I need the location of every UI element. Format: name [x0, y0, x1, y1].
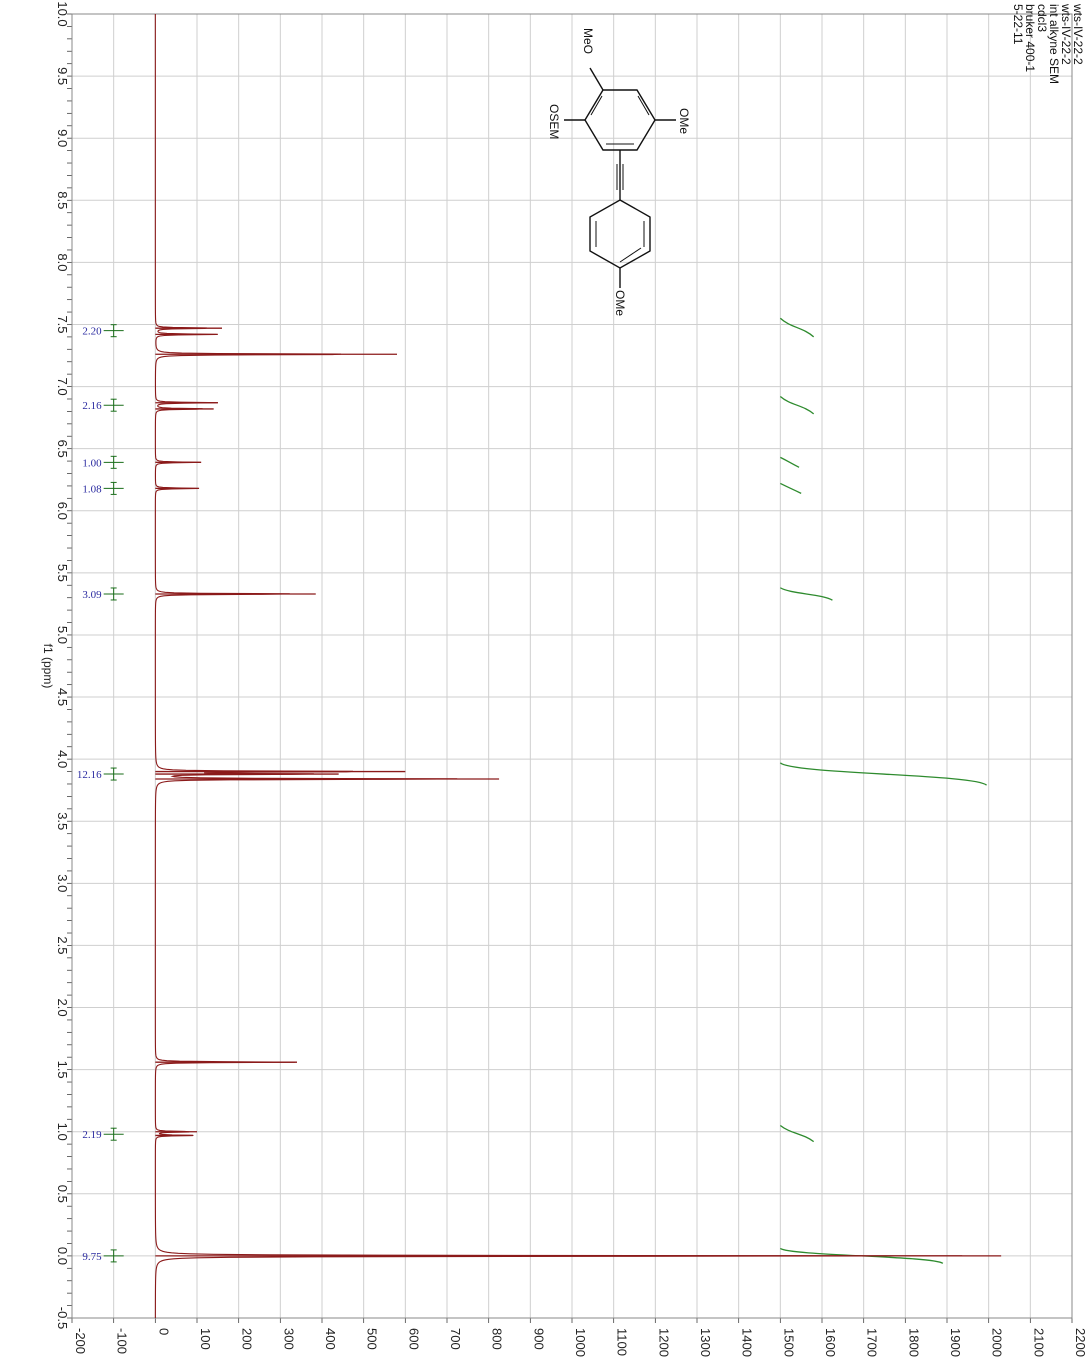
- integral-curve: [779, 762, 988, 786]
- x-tick-label: 10.0: [55, 1, 70, 26]
- y-tick-label: 2000: [990, 1328, 1005, 1357]
- y-tick-label: -100: [115, 1328, 130, 1354]
- x-tick-label: 9.0: [55, 129, 70, 147]
- y-tick-label: 1400: [740, 1328, 755, 1357]
- y-tick-label: 900: [531, 1328, 546, 1350]
- y-tick-label: 1000: [573, 1328, 588, 1357]
- integral-curves: [779, 317, 988, 1264]
- x-axis-ticks: 10.0 9.5 9.0 8.5 8.0 7.5 7.0 6.5 6.0 5.5 5.0 4.5 4.0…: [55, 1, 70, 1329]
- x-tick-label: 8.5: [55, 191, 70, 209]
- x-tick-label: 4.0: [55, 750, 70, 768]
- x-tick-label: 3.5: [55, 812, 70, 830]
- x-tick-label: 5.5: [55, 564, 70, 582]
- x-tick-label: 2.5: [55, 936, 70, 954]
- y-tick-label: 1200: [656, 1328, 671, 1357]
- integral-curve: [779, 587, 833, 601]
- meo-label: MeO: [581, 28, 595, 54]
- x-tick-label: 0.5: [55, 1185, 70, 1203]
- x-tick-label: 1.0: [55, 1123, 70, 1141]
- y-tick-label: 800: [490, 1328, 505, 1350]
- x-tick-label: 3.0: [55, 874, 70, 892]
- metadata-line: cdcl3: [1035, 4, 1049, 32]
- spectrum-trace: [154, 14, 1002, 1318]
- y-tick-label: 1100: [615, 1328, 630, 1356]
- y-tick-label: 1700: [865, 1328, 880, 1357]
- y-tick-label: 1600: [823, 1328, 838, 1357]
- y-tick-label: 500: [365, 1328, 380, 1350]
- ome-top-label: OMe: [677, 108, 691, 134]
- plot-frame: [67, 13, 1073, 1323]
- x-tick-label: 1.5: [55, 1061, 70, 1079]
- integral-label: 2.19: [82, 1129, 102, 1141]
- y-tick-label: 100: [198, 1328, 213, 1350]
- plot-border: [71, 13, 1073, 1319]
- x-tick-label: 4.5: [55, 688, 70, 706]
- y-tick-label: 1900: [948, 1328, 963, 1357]
- metadata-line: wts-IV-22-2: [1059, 3, 1073, 65]
- x-tick-label: 8.0: [55, 253, 70, 271]
- x-tick-label: 7.5: [55, 315, 70, 333]
- integral-curve: [780, 456, 800, 468]
- x-tick-label: 5.0: [55, 626, 70, 644]
- y-tick-label: 600: [406, 1328, 421, 1350]
- integral-curve: [780, 482, 802, 494]
- y-tick-label: 2200: [1073, 1328, 1088, 1357]
- x-tick-label: 7.0: [55, 378, 70, 396]
- integral-label: 2.20: [82, 326, 102, 338]
- y-tick-label: 400: [323, 1328, 338, 1350]
- integral-label: 1.08: [82, 483, 102, 495]
- y-tick-label: 0: [156, 1328, 171, 1335]
- y-tick-label: 2100: [1031, 1328, 1046, 1357]
- chemical-structure: MeO OMe OSEM OMe: [547, 28, 691, 316]
- integral-label: 1.00: [82, 457, 102, 469]
- integral-label: 12.16: [77, 769, 102, 781]
- y-tick-label: 200: [240, 1328, 255, 1350]
- integral-label: 2.16: [82, 400, 102, 412]
- metadata-line: int alkyne SEM: [1047, 4, 1061, 84]
- y-tick-label: -200: [73, 1328, 88, 1354]
- x-tick-label: 2.0: [55, 998, 70, 1016]
- integral-label: 9.75: [82, 1251, 102, 1263]
- grid-lines: [71, 13, 1073, 1319]
- integral-curve: [779, 317, 815, 338]
- ome-right-label: OMe: [613, 290, 627, 316]
- metadata-line: bruker 400-1: [1023, 4, 1037, 72]
- y-tick-label: 1500: [781, 1328, 796, 1357]
- y-tick-label: 300: [281, 1328, 296, 1350]
- y-tick-label: 1300: [698, 1328, 713, 1357]
- metadata-line: wts-IV-22-2: [1071, 3, 1085, 65]
- integral-markers: 2.20 2.16 1.00 1.08 3.09 12.16 2.19 9.75: [77, 324, 124, 1263]
- y-tick-label: 700: [448, 1328, 463, 1350]
- x-tick-label: 6.0: [55, 502, 70, 520]
- integral-label: 3.09: [82, 589, 102, 601]
- integral-curve: [779, 396, 815, 415]
- spectrum-line: [154, 14, 963, 1318]
- osem-label: OSEM: [547, 104, 561, 139]
- x-axis-label: f1 (ppm): [41, 644, 55, 689]
- x-tick-label: 0.0: [55, 1247, 70, 1265]
- x-tick-label: -0.5: [55, 1307, 70, 1329]
- y-tick-label: 1800: [906, 1328, 921, 1357]
- metadata-line: 5-22-11: [1011, 4, 1025, 45]
- x-tick-label: 9.5: [55, 67, 70, 85]
- x-tick-label: 6.5: [55, 440, 70, 458]
- y-axis-ticks: -200 -100 0 100 200 300 400 500 600 700 800 900 1000…: [73, 1328, 1088, 1357]
- integral-curve: [779, 1124, 815, 1143]
